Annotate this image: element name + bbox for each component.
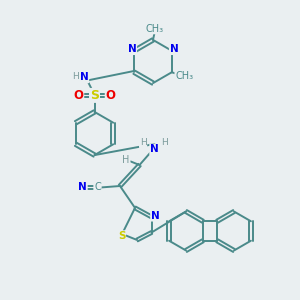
Text: N: N [80, 72, 88, 82]
Text: N: N [151, 211, 160, 221]
Text: N: N [150, 144, 159, 154]
Text: CH₃: CH₃ [146, 23, 164, 34]
Text: N: N [170, 44, 178, 54]
Text: N: N [128, 44, 136, 54]
Text: O: O [73, 89, 83, 102]
Text: S: S [90, 89, 99, 102]
Text: H: H [72, 72, 79, 81]
Text: S: S [118, 231, 125, 241]
Text: N: N [78, 182, 87, 192]
Text: O: O [106, 89, 116, 102]
Text: H: H [122, 154, 130, 165]
Text: H: H [140, 138, 146, 147]
Text: C: C [94, 182, 101, 192]
Text: CH₃: CH₃ [175, 71, 194, 81]
Text: H: H [162, 138, 168, 147]
